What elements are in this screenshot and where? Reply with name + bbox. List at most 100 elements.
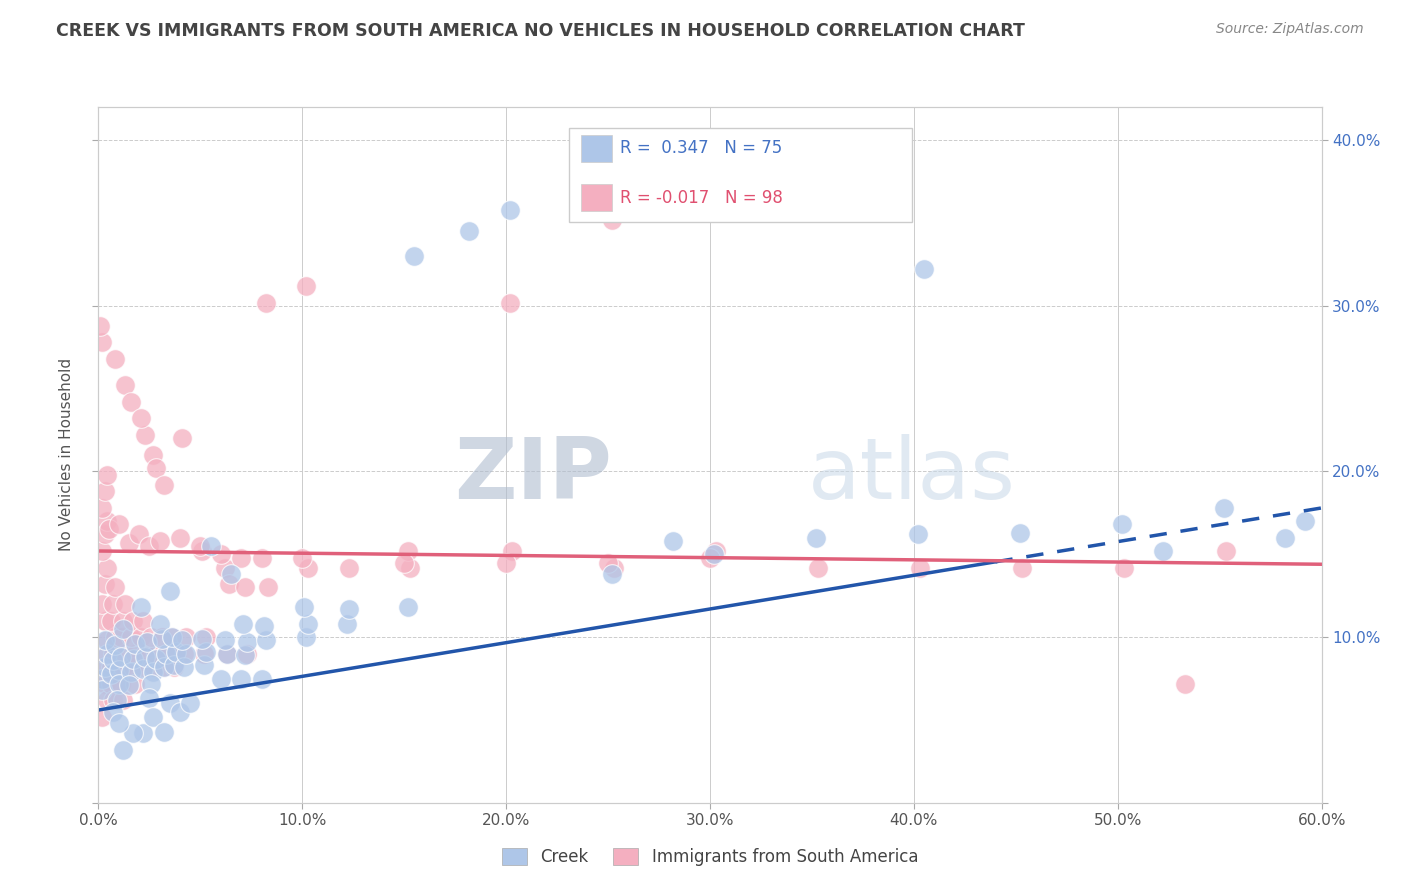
Point: [104, 639, 127, 653]
Point: [404, 249, 426, 263]
Point: [399, 560, 422, 574]
Point: [219, 567, 242, 582]
Point: [110, 650, 132, 665]
Point: [118, 678, 141, 692]
Point: [111, 693, 134, 707]
Point: [598, 556, 620, 570]
Point: [209, 547, 232, 561]
Point: [124, 676, 146, 690]
Point: [132, 660, 155, 674]
Point: [93, 577, 115, 591]
Point: [236, 647, 259, 661]
Point: [501, 544, 523, 558]
Point: [233, 581, 256, 595]
Point: [93, 647, 115, 661]
Point: [214, 560, 236, 574]
Point: [91, 500, 114, 515]
Point: [214, 633, 236, 648]
Point: [699, 550, 721, 565]
Point: [1152, 544, 1174, 558]
Point: [159, 583, 181, 598]
Point: [104, 351, 127, 366]
Point: [152, 660, 174, 674]
Point: [603, 560, 626, 574]
Point: [120, 395, 142, 409]
Point: [1112, 560, 1135, 574]
Point: [111, 622, 134, 636]
Point: [170, 633, 193, 648]
Point: [1294, 514, 1316, 528]
Point: [337, 560, 360, 574]
Point: [110, 630, 132, 644]
Point: [236, 635, 259, 649]
Point: [108, 716, 131, 731]
Point: [396, 544, 419, 558]
Point: [169, 531, 191, 545]
Point: [96, 514, 118, 528]
Point: [105, 693, 128, 707]
Point: [170, 431, 193, 445]
Point: [150, 632, 173, 646]
Point: [122, 726, 145, 740]
Point: [142, 709, 165, 723]
Point: [141, 676, 163, 690]
Point: [458, 224, 481, 238]
Point: [114, 647, 136, 661]
Point: [165, 645, 187, 659]
Point: [703, 547, 725, 561]
Point: [1011, 560, 1033, 574]
Point: [291, 550, 314, 565]
Point: [254, 295, 277, 310]
Point: [93, 676, 115, 690]
Point: [120, 665, 142, 679]
Point: [108, 517, 131, 532]
Text: atlas: atlas: [808, 434, 1017, 517]
Point: [129, 411, 152, 425]
Point: [89, 318, 111, 333]
Point: [191, 544, 214, 558]
Point: [93, 614, 115, 628]
Point: [145, 647, 167, 661]
Point: [129, 600, 152, 615]
Point: [122, 651, 145, 665]
Point: [908, 560, 931, 574]
Point: [396, 600, 419, 615]
Point: [165, 647, 187, 661]
Point: [91, 660, 114, 674]
Point: [218, 577, 240, 591]
Point: [662, 534, 685, 549]
Point: [145, 651, 167, 665]
Point: [231, 672, 253, 686]
Point: [193, 647, 215, 661]
Point: [104, 581, 127, 595]
Point: [337, 602, 360, 616]
Point: [600, 212, 623, 227]
Point: [118, 535, 141, 549]
Point: [252, 618, 274, 632]
Point: [392, 556, 416, 570]
Point: [169, 705, 191, 719]
Point: [1111, 517, 1133, 532]
Point: [215, 647, 238, 661]
Point: [149, 534, 172, 549]
Point: [110, 676, 132, 690]
Point: [93, 527, 115, 541]
Point: [152, 724, 174, 739]
Point: [195, 645, 218, 659]
Point: [209, 672, 232, 686]
Point: [132, 614, 155, 628]
Point: [96, 633, 118, 648]
Point: [149, 616, 172, 631]
Legend: Creek, Immigrants from South America: Creek, Immigrants from South America: [494, 839, 927, 874]
Point: [1212, 500, 1234, 515]
Point: [912, 262, 935, 277]
Point: [91, 597, 114, 611]
Point: [111, 614, 134, 628]
Point: [93, 484, 115, 499]
Point: [129, 630, 152, 644]
Point: [111, 660, 134, 674]
Point: [142, 448, 165, 462]
Text: R =  0.347   N = 75: R = 0.347 N = 75: [620, 139, 782, 157]
Text: Source: ZipAtlas.com: Source: ZipAtlas.com: [1216, 22, 1364, 37]
Point: [104, 630, 127, 644]
